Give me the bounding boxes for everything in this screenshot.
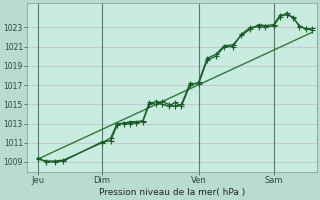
X-axis label: Pression niveau de la mer( hPa ): Pression niveau de la mer( hPa ) [99,188,245,197]
